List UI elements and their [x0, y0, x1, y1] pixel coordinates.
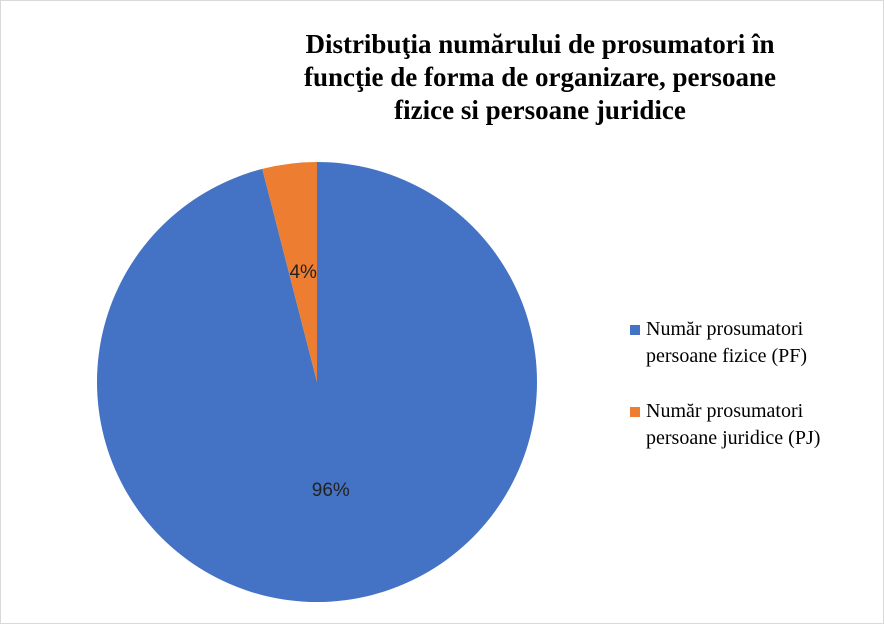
data-label: 96% [312, 480, 350, 501]
chart-title: Distribuţia numărului de prosumatori în … [304, 29, 776, 125]
legend-swatch [630, 325, 640, 335]
legend-label: Număr prosumatori persoane fizice (PF) [646, 318, 808, 367]
legend-item: Număr prosumatori persoane fizice (PF) [630, 316, 870, 370]
legend-label: Număr prosumatori persoane juridice (PJ) [646, 400, 821, 449]
pie-slice [262, 162, 317, 382]
legend: Număr prosumatori persoane fizice (PF) Nu… [630, 316, 870, 480]
data-label: 4% [289, 262, 317, 283]
legend-swatch [630, 407, 640, 417]
legend-item: Număr prosumatori persoane juridice (PJ) [630, 398, 870, 452]
